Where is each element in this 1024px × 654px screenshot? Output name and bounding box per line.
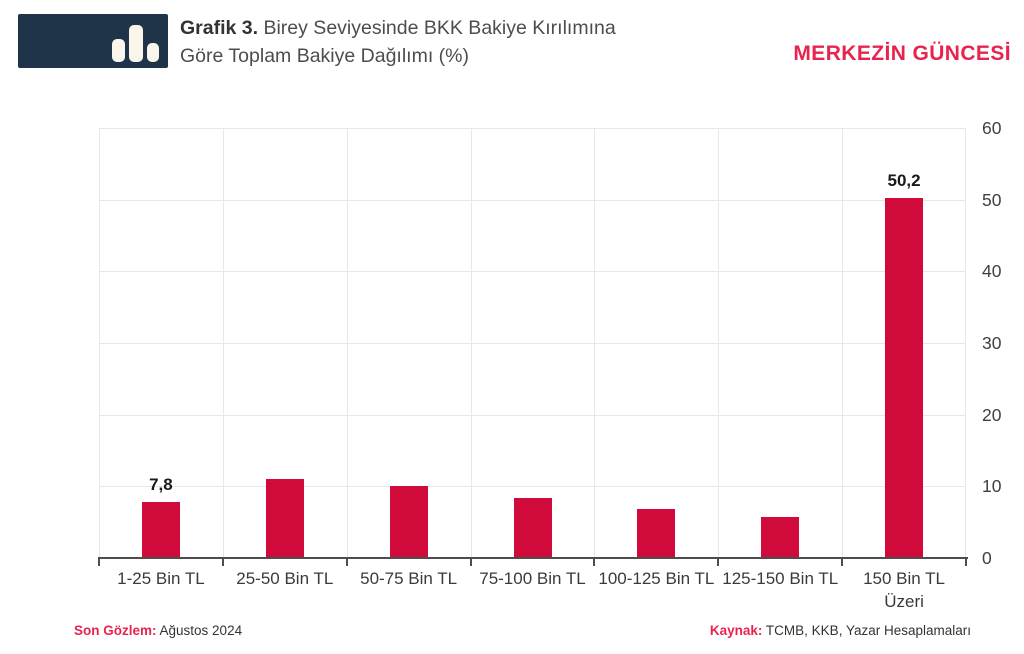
y-tick-label: 40 <box>982 261 1002 282</box>
gridline-vertical <box>346 128 348 558</box>
x-axis-tick <box>469 559 472 566</box>
x-axis-tick <box>841 559 844 566</box>
x-axis-tick <box>717 559 720 566</box>
x-axis-tick <box>221 559 224 566</box>
y-tick-label: 50 <box>982 189 1002 210</box>
source-note: Kaynak: TCMB, KKB, Yazar Hesaplamaları <box>710 623 971 638</box>
gridline-vertical <box>718 128 720 558</box>
gridline-vertical <box>594 128 596 558</box>
x-category-label: 125-150 Bin TL <box>722 569 839 588</box>
x-category-label: 25-50 Bin TL <box>236 569 334 588</box>
x-category-label: 50-75 Bin TL <box>360 569 458 588</box>
bar <box>141 502 180 558</box>
bar-chart-icon-bar-medium <box>112 39 125 62</box>
brand-wordmark: MERKEZİN GÜNCESİ <box>793 42 1011 65</box>
bar <box>513 497 552 558</box>
gridline-horizontal <box>99 128 966 129</box>
chart-title: Grafik 3. Birey Seviyesinde BKK Bakiye K… <box>180 15 685 70</box>
chart-title-text: Birey Seviyesinde BKK Bakiye Kırılımına … <box>180 17 616 67</box>
bar <box>637 509 676 558</box>
bar-chart-icon <box>18 14 168 68</box>
gridline-vertical <box>99 128 100 558</box>
x-axis-tick <box>345 559 348 566</box>
last-observation-note: Son Gözlem: Ağustos 2024 <box>74 623 242 638</box>
gridline-horizontal <box>99 486 966 488</box>
bar-value-label: 50,2 <box>887 171 921 191</box>
source-value: TCMB, KKB, Yazar Hesaplamaları <box>762 623 971 638</box>
x-category-label: 100-125 Bin TL <box>598 569 715 588</box>
gridline-horizontal <box>99 199 966 201</box>
x-category-label: 75-100 Bin TL <box>479 569 586 588</box>
x-category-label: 150 Bin TL Üzeri <box>863 569 946 611</box>
gridline-horizontal <box>99 271 966 273</box>
x-axis-tick <box>98 559 100 566</box>
bar-value-label: 7,8 <box>149 475 173 495</box>
y-tick-label: 20 <box>982 404 1002 425</box>
last-observation-label: Son Gözlem: <box>74 623 157 638</box>
x-category-label: 1-25 Bin TL <box>117 569 205 588</box>
last-observation-value: Ağustos 2024 <box>156 623 243 638</box>
bar <box>885 198 924 558</box>
gridline-vertical <box>470 128 472 558</box>
x-axis-tick <box>965 559 967 566</box>
y-tick-label: 0 <box>982 548 992 568</box>
x-axis-tick <box>593 559 596 566</box>
gridline-vertical <box>842 128 844 558</box>
bar <box>389 486 428 558</box>
gridline-horizontal <box>99 343 966 344</box>
gridline-vertical <box>965 128 966 558</box>
y-tick-label: 10 <box>982 476 1002 497</box>
bar-chart-plot-area: 7,8 50,2 <box>99 128 966 558</box>
logo-badge <box>18 14 168 68</box>
bar <box>761 517 800 558</box>
y-tick-label: 30 <box>982 333 1002 353</box>
gridline-vertical <box>222 128 224 558</box>
gridline-horizontal <box>99 414 966 416</box>
y-tick-label: 60 <box>982 118 1002 138</box>
chart-title-prefix: Grafik 3. <box>180 17 259 39</box>
source-label: Kaynak: <box>709 623 763 638</box>
bar-chart-icon-bar-small <box>147 43 159 62</box>
bar-chart-icon-bar-tall <box>129 25 143 62</box>
bar <box>265 479 304 558</box>
x-axis-line <box>98 557 968 559</box>
